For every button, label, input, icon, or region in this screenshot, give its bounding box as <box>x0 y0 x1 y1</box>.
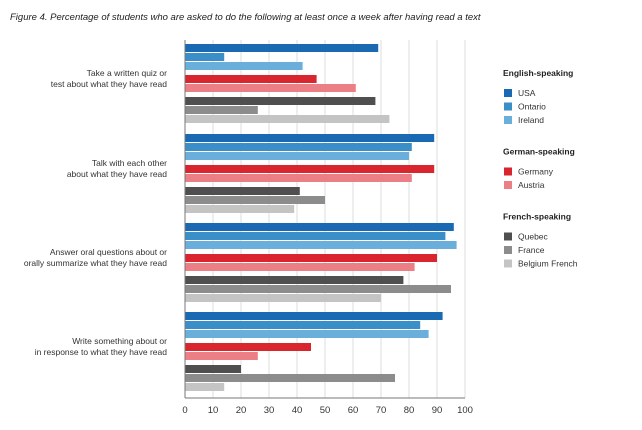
bar-usa <box>185 134 435 142</box>
legend-group-title: English-speaking <box>503 68 573 78</box>
legend: English-speaking USA Ontario Ireland German-… <box>503 68 578 269</box>
legend-item: Ontario <box>518 102 546 112</box>
legend-item: Ireland <box>518 115 544 125</box>
bar-austria <box>185 263 415 271</box>
bar-ireland <box>185 241 457 249</box>
bar-ireland <box>185 330 429 338</box>
legend-swatch <box>504 116 512 124</box>
x-tick-label: 100 <box>457 405 473 416</box>
category-label: Take a written quiz or <box>87 68 167 78</box>
bar-quebec <box>185 276 404 284</box>
x-tick-label: 20 <box>236 405 247 416</box>
bar-ontario <box>185 232 446 240</box>
x-tick-label: 0 <box>182 405 187 416</box>
x-tick-label: 40 <box>292 405 303 416</box>
bar-quebec <box>185 187 300 195</box>
chart-title: Figure 4. Percentage of students who are… <box>10 12 481 23</box>
bar-france <box>185 285 451 293</box>
bar-france <box>185 374 395 382</box>
bar-ontario <box>185 321 421 329</box>
bar-usa <box>185 223 454 231</box>
legend-swatch <box>504 259 512 268</box>
category-label: orally summarize what they have read <box>24 258 167 268</box>
x-tick-label: 70 <box>376 405 387 416</box>
legend-swatch <box>504 181 512 189</box>
bar-austria <box>185 84 356 92</box>
legend-item: Belgium French <box>518 259 578 269</box>
bar-ontario <box>185 143 412 151</box>
category-label: Answer oral questions about or <box>50 247 167 257</box>
legend-item: USA <box>518 88 536 98</box>
bar-france <box>185 106 258 114</box>
legend-swatch <box>504 246 512 254</box>
x-tick-label: 50 <box>320 405 331 416</box>
x-tick-label: 60 <box>348 405 359 416</box>
x-tick-label: 10 <box>208 405 219 416</box>
bar-belgium-french <box>185 294 381 302</box>
bar-germany <box>185 75 317 83</box>
bar-austria <box>185 352 258 360</box>
legend-group-title: German-speaking <box>503 147 575 157</box>
category-label: Write something about or <box>72 336 167 346</box>
bar-usa <box>185 312 443 320</box>
legend-swatch <box>504 102 512 111</box>
legend-swatch <box>504 89 512 97</box>
legend-group-title: French-speaking <box>503 212 571 222</box>
bar-quebec <box>185 97 376 105</box>
bar-ireland <box>185 62 303 70</box>
bars <box>185 44 457 391</box>
legend-swatch <box>504 232 512 241</box>
legend-item: Austria <box>518 180 545 190</box>
bar-france <box>185 196 325 204</box>
bar-ireland <box>185 152 409 160</box>
category-label: in response to what they have read <box>35 347 168 357</box>
bar-usa <box>185 44 379 52</box>
x-tick-label: 80 <box>404 405 415 416</box>
legend-item: France <box>518 245 545 255</box>
bar-austria <box>185 174 412 182</box>
bar-ontario <box>185 53 225 61</box>
bar-germany <box>185 165 435 173</box>
bar-belgium-french <box>185 383 225 391</box>
bar-belgium-french <box>185 115 390 123</box>
legend-item: Quebec <box>518 232 549 242</box>
x-axis-ticks: 0 10 20 30 40 50 60 70 80 90 100 <box>182 405 473 416</box>
legend-swatch <box>504 167 512 176</box>
bar-germany <box>185 343 311 351</box>
x-tick-label: 30 <box>264 405 275 416</box>
x-tick-label: 90 <box>432 405 443 416</box>
category-label: test about what they have read <box>51 79 168 89</box>
bar-belgium-french <box>185 205 295 213</box>
bar-germany <box>185 254 437 262</box>
legend-item: Germany <box>518 167 554 177</box>
category-label: about what they have read <box>67 169 167 179</box>
bar-quebec <box>185 365 241 373</box>
category-label: Talk with each other <box>92 158 167 168</box>
